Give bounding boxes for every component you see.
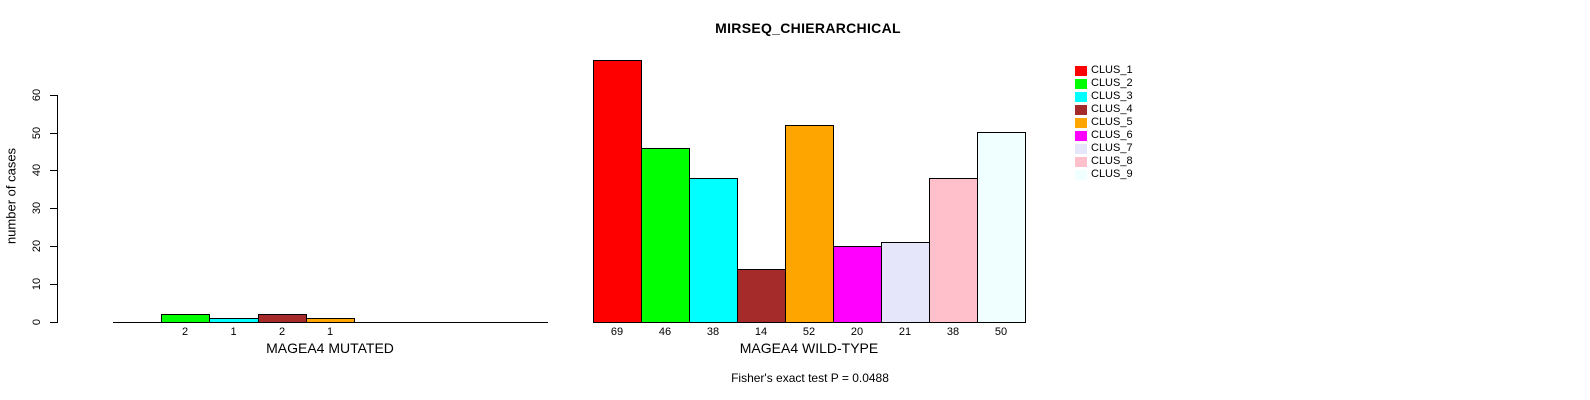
legend-item: CLUS_5 (1075, 116, 1133, 129)
legend-color-swatch (1075, 78, 1087, 89)
y-tick-label: 60 (31, 88, 43, 102)
legend-color-swatch (1075, 91, 1087, 102)
bar-value-label: 38 (946, 326, 960, 338)
legend-item-label: CLUS_5 (1091, 116, 1133, 128)
legend-color-swatch (1075, 130, 1087, 141)
bar-clus_4 (737, 269, 786, 323)
bar-value-label: 2 (278, 326, 286, 338)
legend-color-swatch (1075, 65, 1087, 76)
y-tick (50, 208, 58, 209)
y-tick-label: 0 (31, 318, 43, 326)
y-axis-label: number of cases (3, 147, 19, 245)
bar-clus_5 (306, 318, 355, 323)
x-axis-label-mutated: MAGEA4 MUTATED (266, 340, 394, 356)
legend-item-label: CLUS_8 (1091, 155, 1133, 167)
bar-clus_2 (161, 314, 210, 323)
y-tick-label: 50 (31, 126, 43, 140)
bar-clus_8 (929, 178, 978, 323)
bar-clus_3 (209, 318, 259, 323)
legend-color-swatch (1075, 117, 1087, 128)
legend-item-label: CLUS_3 (1091, 90, 1133, 102)
bar-clus_2 (641, 148, 690, 323)
y-tick (50, 246, 58, 247)
bar-value-label: 1 (230, 326, 237, 338)
legend-item: CLUS_9 (1075, 168, 1133, 181)
bar-value-label: 38 (706, 326, 720, 338)
legend-color-swatch (1075, 156, 1087, 167)
legend-item: CLUS_6 (1075, 129, 1133, 142)
y-tick (50, 284, 58, 285)
bar-clus_7 (881, 242, 930, 323)
y-tick-label: 30 (31, 201, 43, 215)
legend-item: CLUS_1 (1075, 64, 1133, 77)
bar-clus_9 (977, 132, 1026, 323)
bar-value-label: 1 (326, 326, 334, 338)
bar-clus_5 (785, 125, 834, 323)
legend-item-label: CLUS_4 (1091, 103, 1133, 115)
y-tick-label: 40 (31, 163, 43, 177)
bar-value-label: 52 (802, 326, 816, 338)
legend-item-label: CLUS_9 (1091, 168, 1133, 180)
stat-annotation: Fisher's exact test P = 0.0488 (731, 371, 889, 385)
legend-item-label: CLUS_2 (1091, 77, 1133, 89)
legend-item: CLUS_4 (1075, 103, 1133, 116)
y-tick (50, 170, 58, 171)
legend-color-swatch (1075, 104, 1087, 115)
bar-value-label: 69 (610, 326, 624, 338)
x-axis-label-wildtype: MAGEA4 WILD-TYPE (739, 340, 879, 356)
bar-value-label: 21 (898, 326, 912, 338)
legend-item: CLUS_2 (1075, 77, 1133, 90)
legend-item: CLUS_7 (1075, 142, 1133, 155)
y-tick (50, 95, 58, 96)
bar-clus_6 (833, 246, 882, 323)
legend-item-label: CLUS_6 (1091, 129, 1133, 141)
bar-value-label: 46 (658, 326, 672, 338)
bar-value-label: 20 (850, 326, 864, 338)
legend-color-swatch (1075, 169, 1087, 180)
y-tick-label: 20 (31, 239, 43, 253)
legend-item: CLUS_3 (1075, 90, 1133, 103)
legend-color-swatch (1075, 143, 1087, 154)
bar-value-label: 50 (994, 326, 1008, 338)
bar-clus_1 (593, 60, 642, 323)
y-tick (50, 322, 58, 323)
bar-clus_4 (258, 314, 307, 323)
bar-clus_3 (689, 178, 738, 323)
y-tick-label: 10 (31, 277, 43, 291)
bar-value-label: 2 (181, 326, 189, 338)
legend-item: CLUS_8 (1075, 155, 1133, 168)
bar-value-label: 14 (754, 326, 768, 338)
legend-item-label: CLUS_1 (1091, 64, 1133, 76)
y-tick (50, 133, 58, 134)
y-axis-line (57, 95, 58, 323)
chart-title: MIRSEQ_CHIERARCHICAL (715, 20, 901, 36)
legend-item-label: CLUS_7 (1091, 142, 1133, 154)
